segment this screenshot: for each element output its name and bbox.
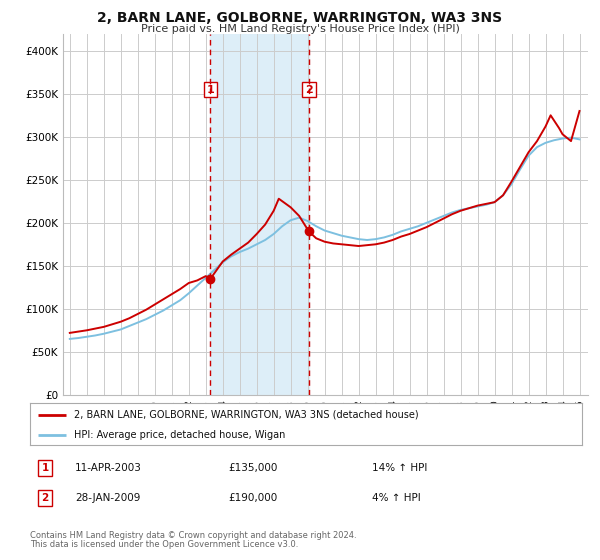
Text: 2: 2: [41, 493, 49, 503]
Text: 2, BARN LANE, GOLBORNE, WARRINGTON, WA3 3NS (detached house): 2, BARN LANE, GOLBORNE, WARRINGTON, WA3 …: [74, 410, 419, 420]
Text: 14% ↑ HPI: 14% ↑ HPI: [372, 463, 427, 473]
Text: 1: 1: [206, 85, 214, 95]
Text: £190,000: £190,000: [228, 493, 277, 503]
Text: 28-JAN-2009: 28-JAN-2009: [75, 493, 140, 503]
Text: Contains HM Land Registry data © Crown copyright and database right 2024.: Contains HM Land Registry data © Crown c…: [30, 531, 356, 540]
Text: Price paid vs. HM Land Registry's House Price Index (HPI): Price paid vs. HM Land Registry's House …: [140, 24, 460, 34]
Bar: [211, 34, 309, 395]
Text: This data is licensed under the Open Government Licence v3.0.: This data is licensed under the Open Gov…: [30, 540, 298, 549]
Text: 4% ↑ HPI: 4% ↑ HPI: [372, 493, 421, 503]
Text: 2: 2: [305, 85, 313, 95]
Text: 1: 1: [41, 463, 49, 473]
Text: HPI: Average price, detached house, Wigan: HPI: Average price, detached house, Wiga…: [74, 430, 286, 440]
Text: 11-APR-2003: 11-APR-2003: [75, 463, 142, 473]
Text: 2, BARN LANE, GOLBORNE, WARRINGTON, WA3 3NS: 2, BARN LANE, GOLBORNE, WARRINGTON, WA3 …: [97, 11, 503, 25]
Text: £135,000: £135,000: [228, 463, 277, 473]
